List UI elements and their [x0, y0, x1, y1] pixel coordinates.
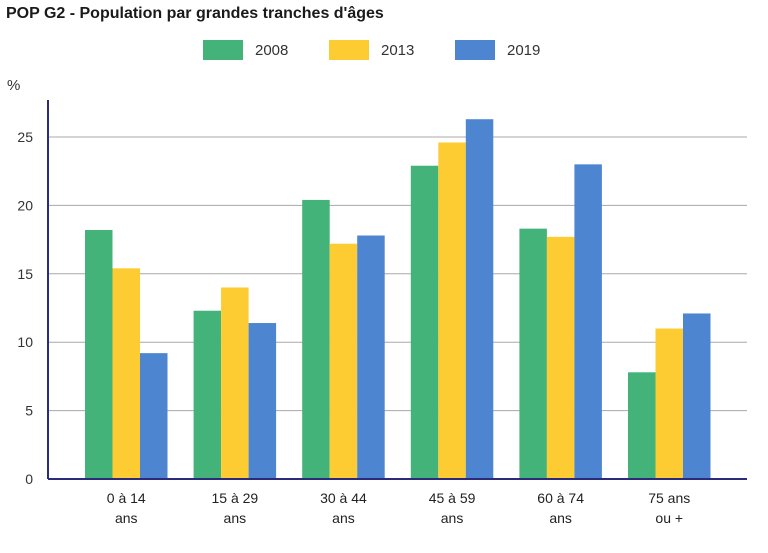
- x-category-label-5-1: ou +: [655, 510, 683, 526]
- bar-2008-4: [519, 228, 547, 479]
- x-axis-labels: 0 à 14 ans 15 à 29 ans 30 à 44 ans 45 à 59 ans 6…: [107, 490, 690, 526]
- bar-2019-1: [248, 323, 277, 479]
- y-tick-label-15: 15: [17, 266, 33, 282]
- bar-2008-2: [302, 199, 330, 480]
- bar-2013-4: [546, 236, 575, 479]
- axes: [47, 100, 747, 480]
- legend-item-2013: 2013: [329, 40, 414, 60]
- bar-2008-3: [410, 165, 439, 479]
- y-axis-unit: %: [7, 77, 21, 94]
- y-tick-label-0: 0: [25, 471, 33, 487]
- x-category-label-2-0: 30 à 44: [320, 490, 367, 506]
- x-category-label-0-1: ans: [115, 510, 138, 526]
- x-category-label-2-1: ans: [332, 510, 355, 526]
- bar-2019-0: [140, 353, 168, 479]
- bar-2013-5: [655, 328, 683, 479]
- legend: 2008 2013 2019: [0, 40, 768, 62]
- bar-2019-3: [465, 119, 494, 479]
- y-axis-ticks: 0 5 10 15 20 25: [17, 129, 33, 487]
- bar-2008-0: [85, 230, 113, 479]
- bar-2019-2: [357, 235, 385, 479]
- y-tick-label-5: 5: [25, 403, 33, 419]
- y-tick-label-25: 25: [17, 129, 33, 145]
- bar-2013-1: [221, 287, 249, 479]
- bar-2013-0: [112, 268, 140, 479]
- legend-item-2008: 2008: [203, 40, 288, 60]
- x-category-label-4-1: ans: [549, 510, 572, 526]
- legend-swatch-2019: [455, 40, 495, 60]
- legend-swatch-2013: [329, 40, 369, 60]
- bars: [85, 119, 711, 480]
- chart-title: POP G2 - Population par grandes tranches…: [6, 5, 384, 22]
- x-category-label-5-0: 75 ans: [648, 490, 690, 506]
- x-category-label-3-1: ans: [441, 510, 464, 526]
- bar-2019-5: [683, 313, 711, 479]
- bar-2013-2: [329, 243, 358, 479]
- x-category-label-0-0: 0 à 14: [107, 490, 146, 506]
- legend-label-2019: 2019: [507, 41, 541, 59]
- y-tick-label-20: 20: [17, 197, 33, 213]
- legend-item-2019: 2019: [455, 40, 540, 60]
- legend-label-2013: 2013: [381, 41, 415, 59]
- bar-2013-3: [438, 142, 466, 480]
- x-category-label-3-0: 45 à 59: [429, 490, 476, 506]
- y-tick-label-10: 10: [17, 334, 33, 350]
- x-category-label-1-1: ans: [224, 510, 247, 526]
- x-category-label-4-0: 60 à 74: [537, 490, 584, 506]
- bar-2008-1: [193, 310, 222, 479]
- legend-swatch-2008: [203, 40, 243, 60]
- bar-2008-5: [628, 372, 656, 479]
- bar-2019-4: [574, 164, 602, 480]
- legend-label-2008: 2008: [255, 41, 289, 59]
- x-category-label-1-0: 15 à 29: [211, 490, 258, 506]
